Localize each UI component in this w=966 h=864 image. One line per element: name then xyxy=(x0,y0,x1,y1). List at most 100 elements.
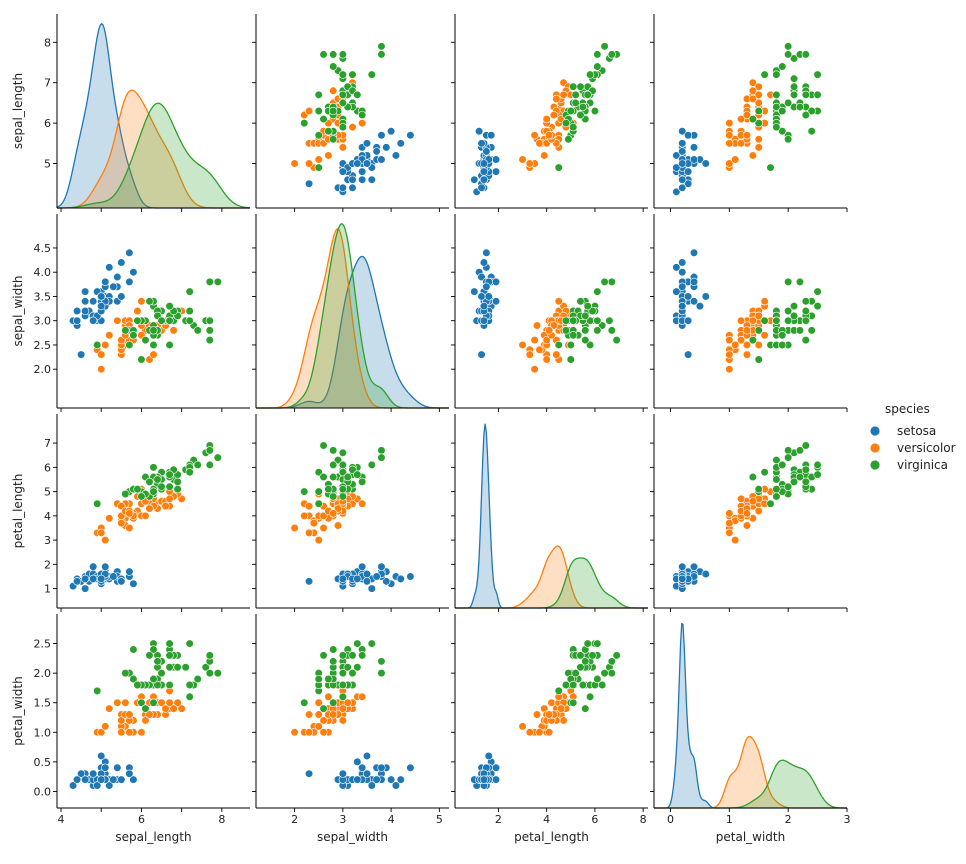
point-versicolor-16 xyxy=(121,698,130,707)
point-virginica-44 xyxy=(353,470,362,479)
point-setosa-16 xyxy=(382,577,391,586)
point-virginica-9 xyxy=(593,639,602,648)
point-virginica-32 xyxy=(581,657,590,666)
point-virginica-5 xyxy=(605,316,614,325)
point-versicolor-31 xyxy=(535,728,544,737)
point-virginica-18 xyxy=(612,651,621,660)
y-tick-label: 0.0 xyxy=(34,785,52,798)
point-virginica-31 xyxy=(784,277,793,287)
point-versicolor-43 xyxy=(97,728,106,737)
point-setosa-48 xyxy=(109,572,118,581)
kde-fill-virginica-sepal_length xyxy=(57,103,250,208)
point-versicolor-12 xyxy=(725,119,734,128)
point-setosa-15 xyxy=(406,763,415,772)
x-tick-label: 3 xyxy=(339,813,346,826)
point-virginica-6 xyxy=(93,686,102,695)
point-virginica-30 xyxy=(329,460,338,470)
point-setosa-33 xyxy=(396,139,405,148)
point-virginica-17 xyxy=(205,277,214,287)
point-virginica-13 xyxy=(314,131,323,140)
point-versicolor-35 xyxy=(358,119,367,128)
point-versicolor-43 xyxy=(525,159,534,168)
point-versicolor-9 xyxy=(540,151,549,160)
point-virginica-31 xyxy=(784,42,793,51)
point-versicolor-40 xyxy=(117,716,126,725)
point-virginica-31 xyxy=(213,277,222,287)
panel-petal_width-vs-sepal_width: 2 3 4 5 sepal_width xyxy=(252,614,449,844)
point-versicolor-37 xyxy=(304,106,314,116)
point-virginica-24 xyxy=(789,90,799,99)
point-setosa-46 xyxy=(377,155,386,164)
point-virginica-39 xyxy=(576,663,585,672)
point-setosa-33 xyxy=(117,258,126,267)
point-virginica-32 xyxy=(795,472,805,482)
point-versicolor-20 xyxy=(133,306,142,316)
point-setosa-46 xyxy=(101,277,110,287)
panel-sepal_length-vs-petal_length xyxy=(451,14,648,212)
point-versicolor-49 xyxy=(544,131,554,140)
point-virginica-30 xyxy=(593,674,602,684)
point-versicolor-35 xyxy=(554,297,563,306)
panel-petal_length-vs-sepal_length: 1 2 3 4 5 6 7 petal_length xyxy=(11,414,250,612)
x-tick-label: 6 xyxy=(138,813,145,826)
point-virginica-46 xyxy=(314,487,323,496)
point-virginica-10 xyxy=(784,306,793,316)
point-setosa-16 xyxy=(382,143,391,152)
panel-sepal_length-vs-petal_width xyxy=(650,14,848,212)
point-setosa-41 xyxy=(684,350,693,359)
point-versicolor-12 xyxy=(300,511,309,520)
point-virginica-17 xyxy=(377,657,386,666)
point-virginica-47 xyxy=(784,316,793,325)
point-setosa-16 xyxy=(477,272,486,282)
point-setosa-40 xyxy=(362,769,372,778)
point-setosa-47 xyxy=(81,775,90,784)
point-setosa-43 xyxy=(484,292,493,301)
y-tick-label: 3.0 xyxy=(34,315,52,328)
y-axis-label-petal_width: petal_width xyxy=(11,676,25,745)
point-setosa-45 xyxy=(684,167,693,176)
point-versicolor-48 xyxy=(731,535,740,545)
point-versicolor-12 xyxy=(542,355,551,364)
point-versicolor-36 xyxy=(754,311,763,320)
point-virginica-45 xyxy=(165,482,174,491)
point-virginica-39 xyxy=(173,477,182,487)
point-setosa-43 xyxy=(362,569,372,579)
point-virginica-8 xyxy=(165,680,174,690)
point-versicolor-17 xyxy=(725,509,734,518)
point-virginica-31 xyxy=(600,669,609,678)
point-versicolor-47 xyxy=(549,321,559,330)
point-setosa-31 xyxy=(113,763,122,772)
point-virginica-21 xyxy=(121,489,130,499)
point-versicolor-4 xyxy=(754,98,763,108)
point-virginica-46 xyxy=(149,340,158,350)
point-versicolor-48 xyxy=(101,340,110,350)
point-setosa-14 xyxy=(129,268,138,277)
point-versicolor-26 xyxy=(748,86,757,95)
point-virginica-43 xyxy=(348,651,357,660)
point-versicolor-35 xyxy=(358,692,367,701)
x-axis-label-sepal_length: sepal_length xyxy=(115,830,191,844)
point-setosa-31 xyxy=(689,297,699,306)
point-virginica-9 xyxy=(813,70,822,79)
point-versicolor-37 xyxy=(552,350,561,359)
kde-fill-setosa-sepal_width xyxy=(256,256,449,408)
point-virginica-6 xyxy=(554,163,563,172)
point-setosa-23 xyxy=(695,302,705,311)
point-virginica-39 xyxy=(789,477,799,487)
point-virginica-31 xyxy=(377,42,386,51)
point-virginica-44 xyxy=(813,90,822,99)
point-virginica-38 xyxy=(561,119,571,128)
point-virginica-49 xyxy=(133,485,142,494)
point-setosa-48 xyxy=(678,282,687,291)
point-setosa-48 xyxy=(109,775,118,784)
y-tick-label: 5 xyxy=(44,158,51,171)
point-virginica-49 xyxy=(569,316,578,325)
point-versicolor-47 xyxy=(333,504,343,513)
point-setosa-48 xyxy=(372,147,381,156)
point-virginica-25 xyxy=(185,306,194,316)
panel-petal_width-vs-petal_width: 0 1 2 3 petal_width xyxy=(650,614,851,844)
point-virginica-22 xyxy=(607,326,616,335)
point-virginica-46 xyxy=(149,674,158,684)
point-versicolor-43 xyxy=(304,159,314,168)
point-setosa-48 xyxy=(372,572,381,581)
